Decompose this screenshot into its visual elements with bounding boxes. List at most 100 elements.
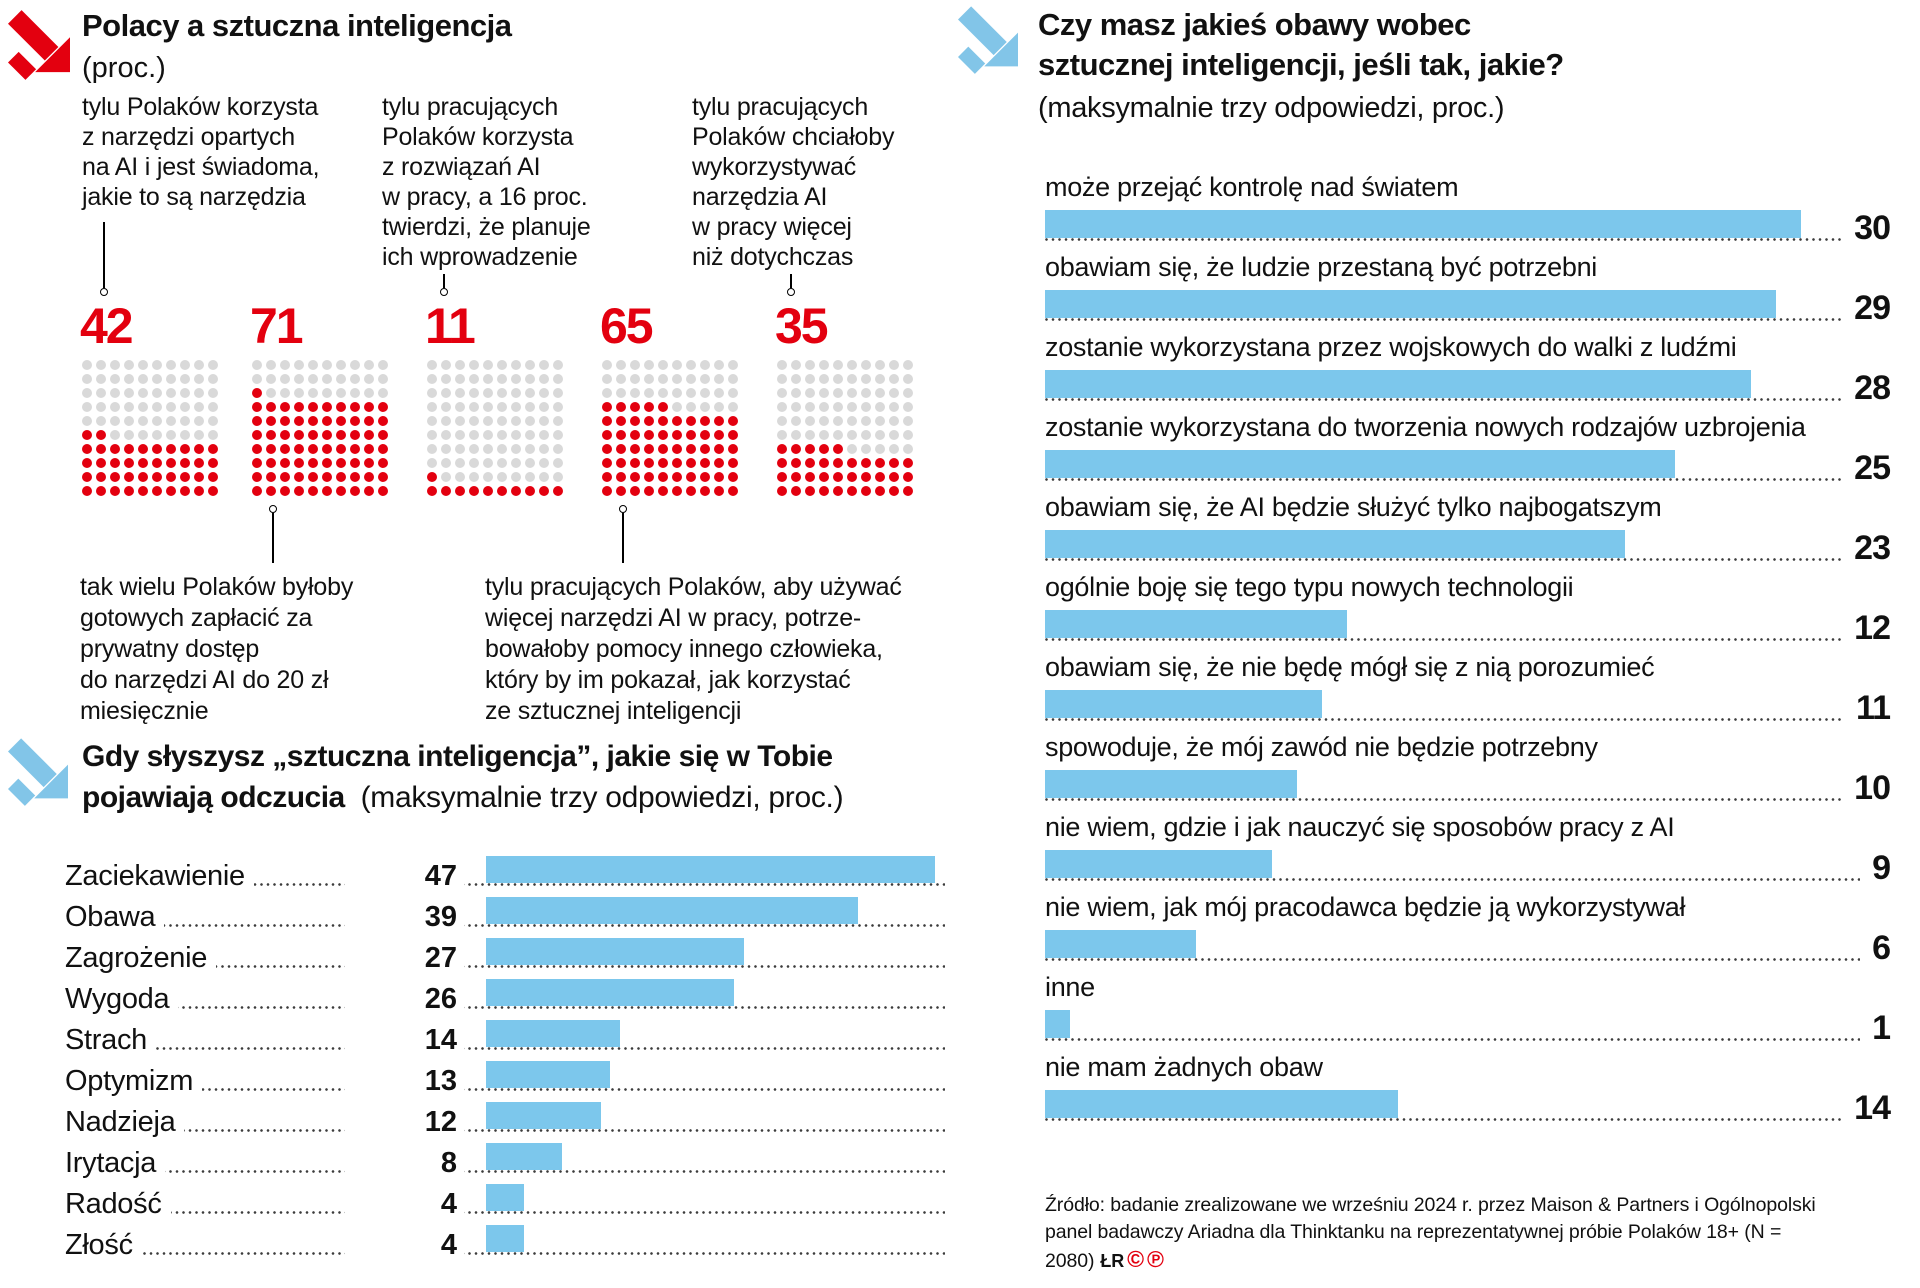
dot-empty — [454, 359, 466, 371]
dot-filled — [251, 443, 263, 455]
dot-filled — [95, 471, 107, 483]
dot-empty — [440, 373, 452, 385]
dot-filled — [81, 429, 93, 441]
dot-filled — [888, 457, 900, 469]
copyright-icon: © — [1127, 1246, 1145, 1272]
dot-filled — [349, 443, 361, 455]
dot-empty — [377, 373, 389, 385]
dot-filled — [643, 415, 655, 427]
dot-filled — [552, 485, 564, 497]
dot-empty — [440, 471, 452, 483]
dot-filled — [727, 485, 739, 497]
dot-filled — [699, 457, 711, 469]
bar-value: 1 — [1860, 1009, 1891, 1048]
dot-filled — [193, 443, 205, 455]
dot-filled — [335, 429, 347, 441]
leader-dots — [65, 924, 945, 927]
dot-empty — [874, 429, 886, 441]
bar-label: Zaciekawienie — [65, 860, 254, 893]
leader-dots — [65, 1006, 945, 1009]
bar — [1045, 770, 1297, 798]
dot-empty — [482, 373, 494, 385]
dot-empty — [846, 415, 858, 427]
dot-filled — [165, 485, 177, 497]
dot-empty — [307, 373, 319, 385]
dot-empty — [454, 457, 466, 469]
dot-empty — [902, 429, 914, 441]
bar-value: 4 — [345, 1229, 464, 1262]
dot-empty — [552, 471, 564, 483]
dot-empty — [510, 471, 522, 483]
pictograph-value: 71 — [250, 298, 304, 354]
dot-empty — [482, 457, 494, 469]
dot-filled — [643, 471, 655, 483]
dot-filled — [193, 485, 205, 497]
dot-filled — [109, 485, 121, 497]
bar-label: może przejąć kontrolę nad światem — [1045, 172, 1459, 202]
dot-filled — [685, 457, 697, 469]
dot-empty — [790, 387, 802, 399]
feelings-title-text: Gdy słyszysz „sztuczna inteligencja”, ja… — [82, 740, 833, 814]
bar — [1045, 930, 1196, 958]
dot-empty — [207, 359, 219, 371]
dot-empty — [524, 401, 536, 413]
leader-dots — [65, 965, 945, 968]
dot-empty — [510, 443, 522, 455]
dot-empty — [95, 415, 107, 427]
dot-empty — [109, 415, 121, 427]
dot-filled — [151, 485, 163, 497]
bar — [1045, 530, 1625, 558]
dot-grid — [80, 358, 220, 498]
dot-empty — [874, 359, 886, 371]
source-note: Źródło: badanie zrealizowane we wrześniu… — [1045, 1192, 1905, 1275]
dot-empty — [151, 401, 163, 413]
concerns-item: inne 1 — [1045, 972, 1891, 1048]
dot-filled — [832, 443, 844, 455]
dot-empty — [629, 359, 641, 371]
dot-filled — [193, 471, 205, 483]
dot-empty — [524, 457, 536, 469]
dot-filled — [804, 485, 816, 497]
dot-empty — [874, 415, 886, 427]
dot-filled — [307, 443, 319, 455]
dot-filled — [335, 443, 347, 455]
bar-value: 12 — [345, 1106, 464, 1139]
dot-filled — [671, 415, 683, 427]
dot-empty — [615, 359, 627, 371]
dot-filled — [95, 485, 107, 497]
dot-empty — [207, 401, 219, 413]
bar-label: zostanie wykorzystana do tworzenia nowyc… — [1045, 412, 1806, 442]
dot-empty — [657, 359, 669, 371]
dot-empty — [440, 359, 452, 371]
dot-filled — [335, 457, 347, 469]
dot-empty — [496, 429, 508, 441]
dot-empty — [349, 359, 361, 371]
concerns-item: może przejąć kontrolę nad światem 30 — [1045, 172, 1891, 248]
dot-filled — [207, 443, 219, 455]
bar-value: 10 — [1842, 769, 1891, 808]
bar-value: 12 — [1842, 609, 1891, 648]
dot-empty — [468, 401, 480, 413]
dot-empty — [727, 387, 739, 399]
dot-empty — [426, 359, 438, 371]
dot-empty — [629, 373, 641, 385]
dot-empty — [165, 429, 177, 441]
dot-empty — [440, 443, 452, 455]
dot-filled — [426, 485, 438, 497]
connector-node — [440, 288, 448, 296]
dot-empty — [790, 359, 802, 371]
pictograph-note-top-1: tylu Polaków korzysta z narzędzi opartyc… — [82, 93, 320, 211]
dot-empty — [426, 457, 438, 469]
bar — [486, 1143, 562, 1170]
dot-filled — [790, 485, 802, 497]
dot-filled — [251, 415, 263, 427]
dot-filled — [482, 485, 494, 497]
dot-filled — [95, 443, 107, 455]
concerns-item: zostanie wykorzystana przez wojskowych d… — [1045, 332, 1891, 408]
feelings-title-note: (maksymalnie trzy odpowiedzi, proc.) — [360, 781, 844, 814]
dot-filled — [440, 485, 452, 497]
dot-filled — [790, 457, 802, 469]
dot-grid — [600, 358, 740, 498]
dot-empty — [137, 415, 149, 427]
dot-filled — [671, 429, 683, 441]
